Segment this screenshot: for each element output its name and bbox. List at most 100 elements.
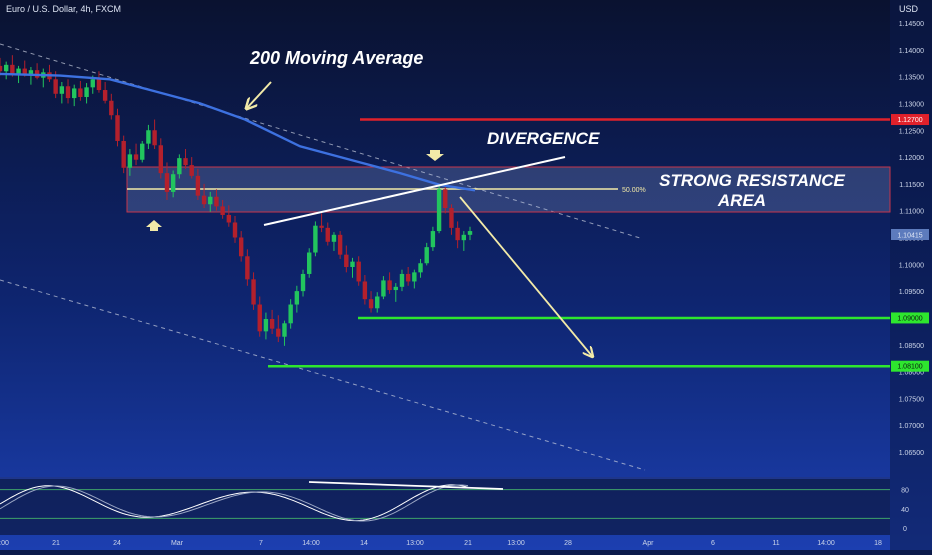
support-level-2-tag (891, 360, 929, 372)
top-marker-arrow (426, 150, 444, 161)
projection-arrow (459, 196, 592, 356)
time-tick-label: :00 (0, 540, 9, 547)
candle-body (109, 100, 114, 116)
chart-header: Euro / U.S. Dollar, 4h, FXCM (6, 4, 122, 14)
candle-body (96, 79, 102, 91)
candle-body (443, 189, 448, 209)
candle-body (300, 273, 306, 292)
candle-body (294, 291, 300, 305)
time-tick-label: 18 (874, 540, 882, 547)
time-tick-label: 21 (464, 540, 472, 547)
time-tick-label: 13:00 (507, 540, 525, 547)
price-tick-label: 1.10000 (899, 262, 924, 269)
price-tick-label: 1.14500 (899, 21, 924, 28)
candle-body (220, 206, 225, 215)
channel-lower-line (0, 279, 646, 471)
oscillator-pane (0, 479, 890, 535)
candle-body (368, 299, 374, 309)
osc-tick-label: 40 (901, 507, 909, 514)
price-tick-label: 1.11000 (899, 209, 924, 216)
candle-body (84, 87, 89, 98)
candle-body (72, 88, 77, 99)
price-tick-label: 1.08000 (899, 370, 924, 377)
price-tick-label: 1.12000 (899, 155, 924, 162)
candle-body (189, 165, 194, 176)
candle-body (208, 196, 213, 205)
candle-body (16, 68, 21, 74)
candle-body (337, 234, 343, 255)
candle-body (115, 115, 120, 141)
candle-body (393, 286, 398, 291)
time-tick-label: 14:00 (302, 540, 320, 547)
candle-body (412, 272, 417, 282)
price-tick-label: 1.07500 (899, 396, 924, 403)
candle-body (307, 252, 312, 274)
support-level-2-label: 1.08100 (897, 364, 922, 371)
candle-body (177, 158, 182, 175)
ma200-line (0, 72, 476, 192)
support-level-1-label: 1.09000 (897, 315, 922, 322)
candle-body (276, 328, 281, 337)
candle-body (461, 234, 467, 241)
candle-body (28, 70, 34, 76)
candle-body (251, 279, 256, 305)
candle-body (183, 158, 188, 166)
divergence-line (263, 156, 566, 226)
candle-body (158, 145, 163, 174)
candles (0, 55, 473, 346)
candle-body (381, 280, 386, 297)
price-axis-panel (890, 0, 932, 550)
candle-body (399, 273, 405, 287)
candle-body (0, 65, 3, 72)
red-level-label: 1.12700 (897, 117, 922, 124)
candle-body (245, 256, 250, 280)
candle-body (121, 140, 126, 168)
time-tick-label: 28 (564, 540, 572, 547)
candle-body (313, 225, 318, 253)
candle-body (102, 90, 108, 101)
osc-divergence-line (308, 481, 504, 490)
current-price-label: 1.10415 (897, 233, 922, 240)
divergence-annotation: DIVERGENCE (487, 129, 600, 148)
ma-pointer-arrow (247, 81, 272, 108)
price-tick-label: 1.13500 (899, 75, 924, 82)
osc-tick-label: 0 (903, 526, 907, 533)
currency-label: USD (898, 4, 918, 14)
candle-body (418, 263, 423, 273)
candle-body (164, 173, 170, 192)
resistance-annotation-line2: AREA (717, 191, 766, 210)
candle-body (319, 225, 324, 228)
candle-body (325, 227, 330, 242)
candle-body (455, 227, 460, 241)
candle-body (282, 323, 287, 337)
candle-body (22, 68, 27, 76)
current-price-tag (891, 229, 929, 240)
candle-body (232, 222, 238, 238)
price-axis: 1.14500 1.14000 1.13500 1.13000 1.12500 1.120… (899, 21, 924, 457)
time-tick-label: Mar (171, 540, 184, 547)
fib-50-label: 50.00% (622, 187, 646, 194)
candle-body (257, 304, 262, 332)
candle-body (90, 79, 95, 88)
candle-body (269, 319, 275, 329)
candle-body (201, 195, 207, 205)
support-level-1-tag (891, 312, 929, 324)
time-tick-label: 6 (711, 540, 715, 547)
time-tick-label: 24 (113, 540, 121, 547)
candle-body (59, 86, 65, 94)
candle-body (424, 247, 429, 264)
candle-body (449, 208, 454, 228)
candle-body (152, 130, 157, 146)
time-tick-label: 13:00 (406, 540, 424, 547)
time-tick-label: Apr (643, 540, 655, 547)
candle-body (375, 296, 380, 309)
candle-body (288, 304, 293, 324)
price-tick-label: 1.14000 (899, 48, 924, 55)
price-tick-label: 1.07000 (899, 423, 924, 430)
osc-k-line (0, 484, 469, 522)
price-tick-label: 1.09500 (899, 289, 924, 296)
time-tick-label: 11 (772, 540, 779, 547)
time-axis: :00 21 24 Mar 7 14:00 14 13:00 21 13:00 28 Apr 6 11 14… (0, 540, 882, 547)
candle-body (436, 189, 442, 232)
